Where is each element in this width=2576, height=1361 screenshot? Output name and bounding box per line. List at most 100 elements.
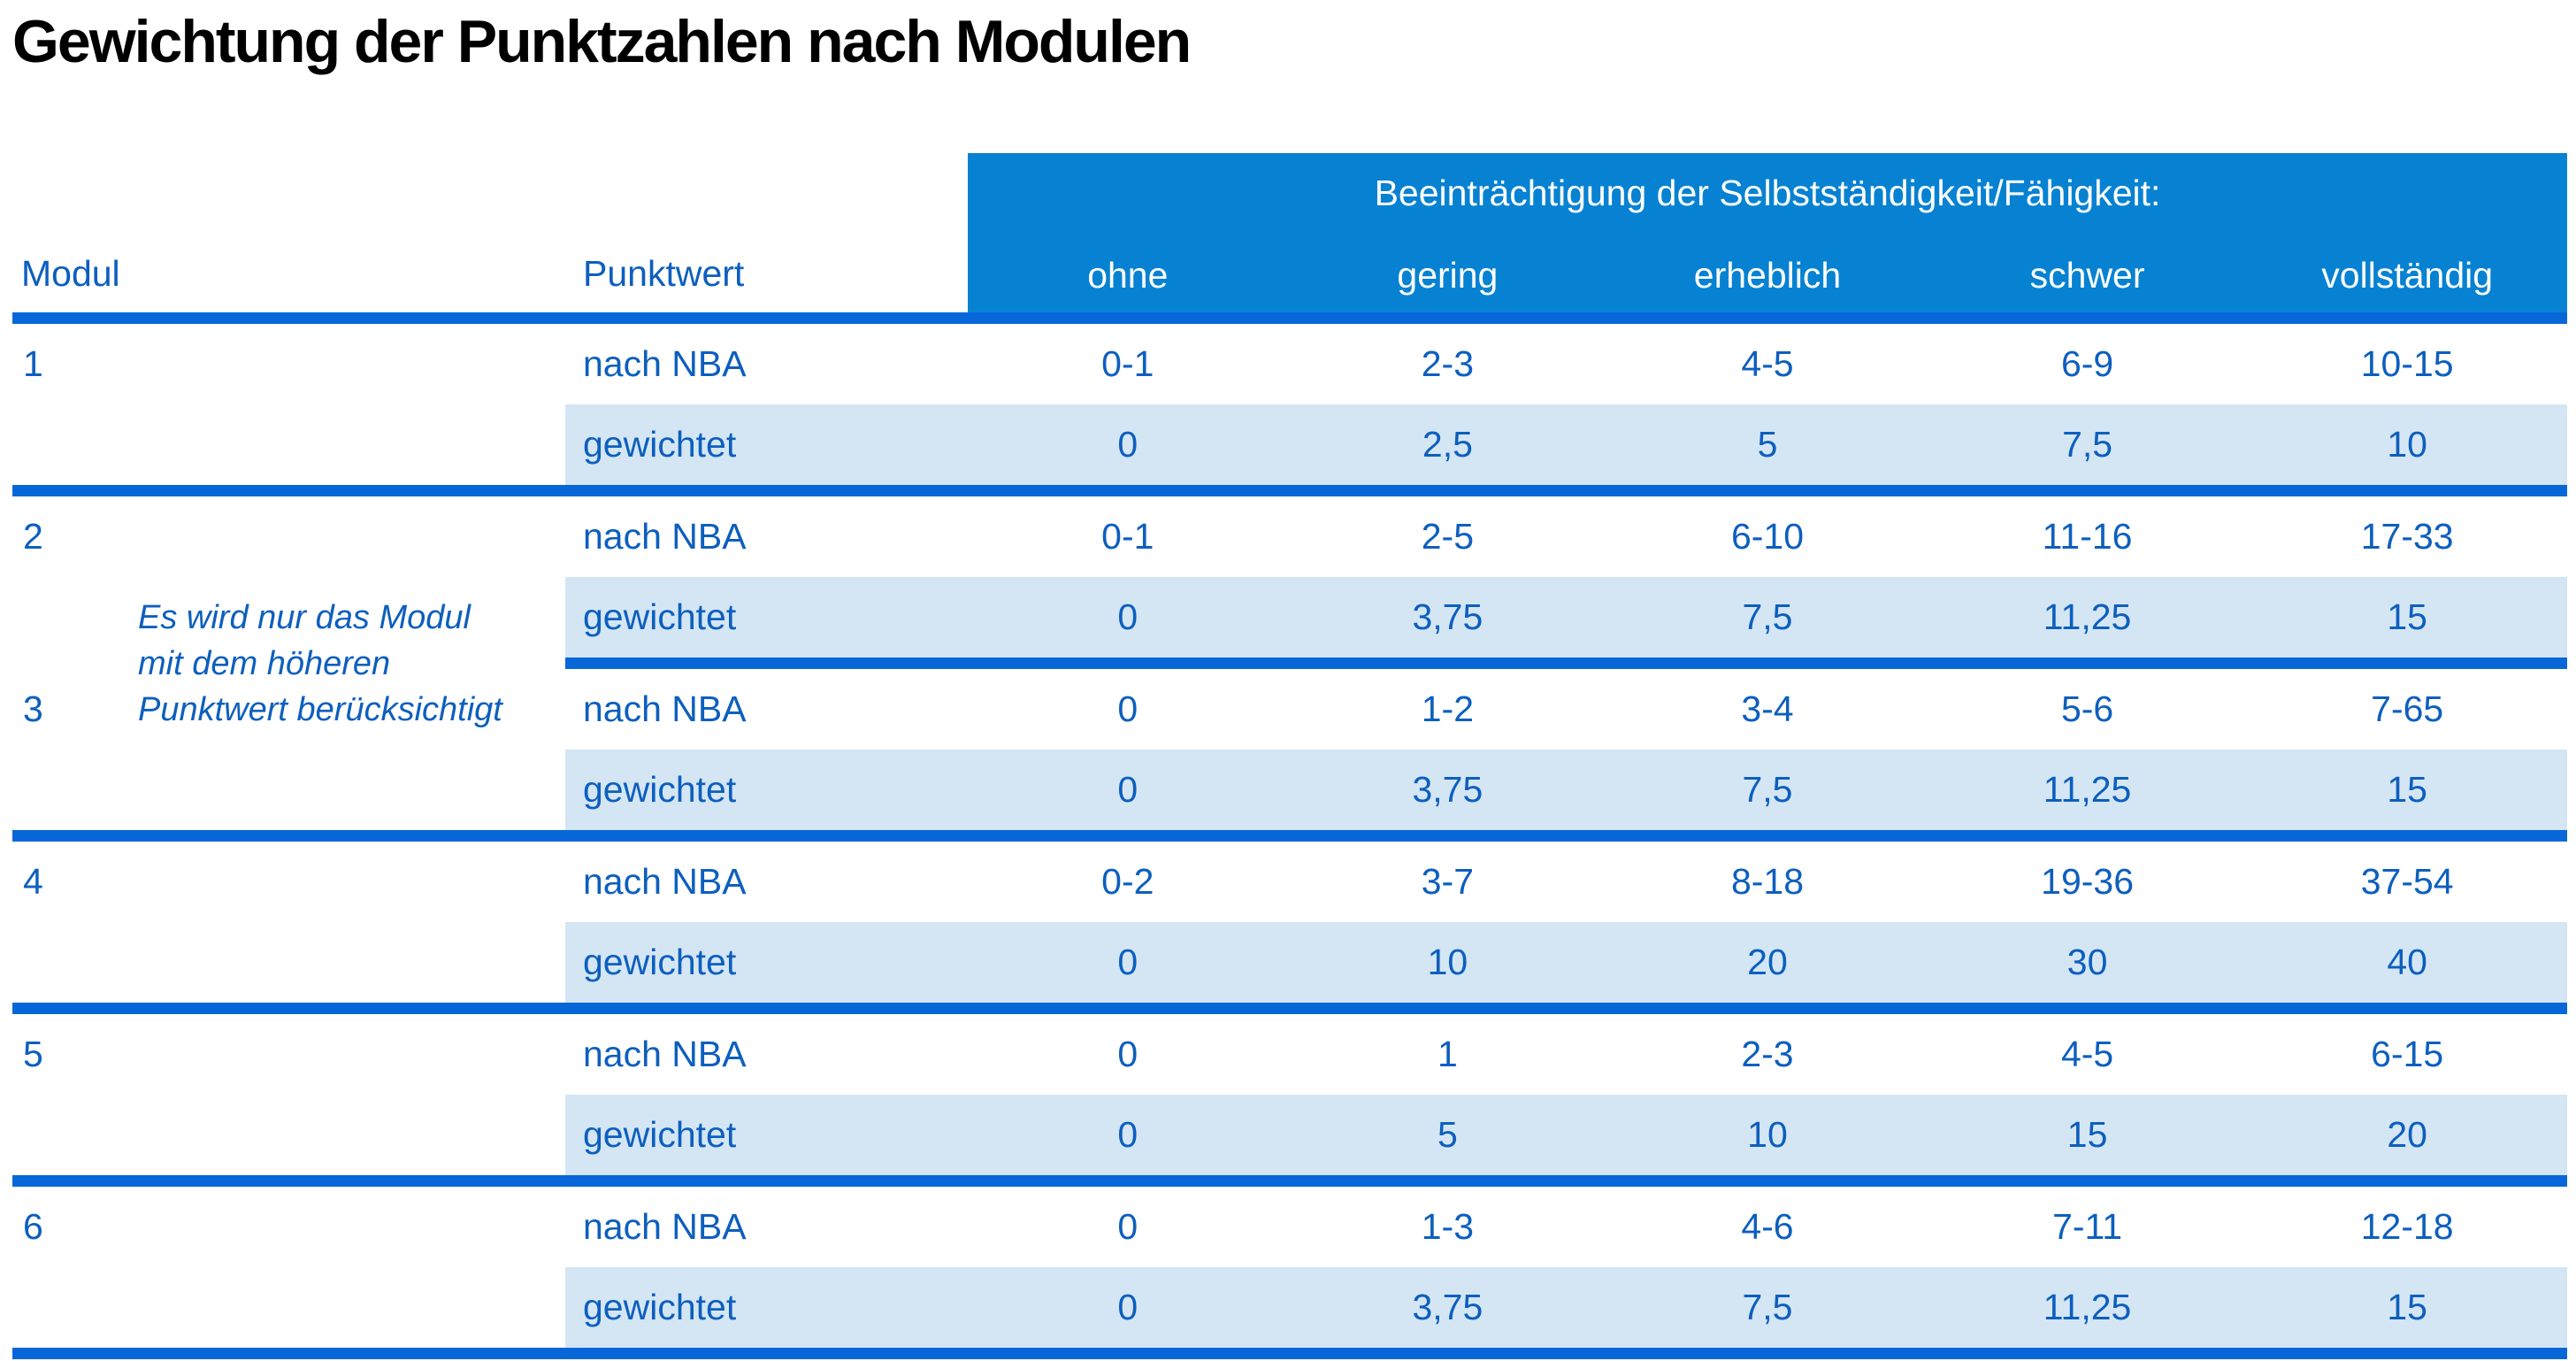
value-cell: 5-6: [2060, 688, 2114, 729]
value-cell: 15: [2247, 577, 2567, 657]
row-label-cell: gewichtet: [565, 1267, 968, 1348]
value-cell: 0: [968, 922, 1288, 1003]
severity-level-ohne: ohne: [1087, 255, 1169, 296]
value-cell: 0: [1117, 1034, 1138, 1074]
value-cell: 7,5: [1607, 577, 1928, 657]
value-cell: 5: [1287, 1095, 1608, 1175]
table-row-module2-nba: 2 nach NBA 0-1 2-5 6-10 11-16 17-33: [12, 496, 2567, 577]
value-cell: 20: [2247, 1095, 2567, 1175]
value-cell: 4-5: [2060, 1034, 2114, 1074]
table-row-module5-weighted: gewichtet 0 5 10 15 20: [12, 1095, 2567, 1175]
table-row-module3-nba: 3 nach NBA 0 1-2 3-4 5-6 7-65: [12, 669, 2567, 750]
value-cell: 40: [2247, 922, 2567, 1003]
value-cell: 0: [968, 577, 1288, 657]
row-label-cell: nach NBA: [583, 688, 747, 729]
table-row-module5-nba: 5 nach NBA 0 1 2-3 4-5 6-15: [12, 1014, 2567, 1095]
value-cell: 7-65: [2371, 688, 2444, 729]
row-label-cell: nach NBA: [583, 343, 747, 384]
value-cell: 6-10: [1730, 516, 1805, 557]
module-number-cell: [12, 1095, 565, 1175]
group-divider-partial: [565, 657, 2567, 669]
module-number-cell: [12, 1267, 565, 1348]
value-cell: 3,75: [1287, 577, 1608, 657]
value-cell: 10-15: [2360, 343, 2454, 384]
value-cell: 10: [1287, 922, 1608, 1003]
value-cell: 3-7: [1421, 861, 1475, 902]
header-underline: [12, 312, 2567, 324]
group-divider: [12, 1175, 2567, 1187]
table-row-module4-nba: 4 nach NBA 0-2 3-7 8-18 19-36 37-54: [12, 842, 2567, 922]
value-cell: 0: [968, 750, 1288, 830]
value-cell: 1-2: [1421, 688, 1475, 729]
value-cell: 2-3: [1741, 1034, 1794, 1074]
value-cell: 2-5: [1421, 516, 1475, 557]
row-label-cell: nach NBA: [583, 516, 747, 557]
value-cell: 7,5: [1607, 1267, 1928, 1348]
value-cell: 20: [1607, 922, 1928, 1003]
row-label-cell: gewichtet: [565, 922, 968, 1003]
value-cell: 12-18: [2360, 1206, 2454, 1247]
table-row-module4-weighted: gewichtet 0 10 20 30 40: [12, 922, 2567, 1003]
value-cell: 7,5: [1607, 750, 1928, 830]
table-row-module2-weighted: gewichtet 0 3,75 7,5 11,25 15: [12, 577, 2567, 657]
value-cell: 0: [1117, 1206, 1138, 1247]
module-number-cell: 3: [23, 688, 43, 729]
value-cell: 3,75: [1287, 750, 1608, 830]
value-cell: 5: [1607, 404, 1928, 485]
module-note-line: Es wird nur das Modul: [138, 599, 471, 636]
value-cell: 0: [968, 1095, 1288, 1175]
module-number-cell: 6: [23, 1206, 43, 1247]
value-cell: 37-54: [2360, 861, 2454, 902]
value-cell: 0-2: [1101, 861, 1154, 902]
group-divider: [12, 485, 2567, 496]
row-label-cell: gewichtet: [565, 1095, 968, 1175]
severity-level-erheblich: erheblich: [1693, 255, 1842, 296]
value-cell: 11-16: [2042, 516, 2133, 557]
group-divider: [12, 1003, 2567, 1014]
impairment-header-banner: Beeinträchtigung der Selbstständigkeit/F…: [968, 153, 2567, 312]
module-number-cell: 4: [23, 861, 43, 902]
table-row-module6-nba: 6 nach NBA 0 1-3 4-6 7-11 12-18: [12, 1187, 2567, 1267]
row-label-cell: gewichtet: [565, 750, 968, 830]
severity-level-gering: gering: [1397, 255, 1499, 296]
value-cell: 4-5: [1741, 343, 1794, 384]
weighting-table: 1 nach NBA 0-1 2-3 4-5 6-9 10-15 gewicht…: [12, 324, 2567, 1359]
row-label-cell: gewichtet: [565, 404, 968, 485]
value-cell: 30: [1927, 922, 2248, 1003]
banner-title: Beeinträchtigung der Selbstständigkeit/F…: [1374, 173, 2161, 213]
module-number-cell: 5: [23, 1034, 43, 1074]
row-label-cell: nach NBA: [583, 1034, 747, 1074]
table-row-module6-weighted: gewichtet 0 3,75 7,5 11,25 15: [12, 1267, 2567, 1348]
value-cell: 7-11: [2052, 1206, 2123, 1247]
value-cell: 0-1: [1101, 343, 1154, 384]
row-label-cell: nach NBA: [583, 1206, 747, 1247]
value-cell: 2,5: [1287, 404, 1608, 485]
value-cell: 0-1: [1101, 516, 1154, 557]
severity-level-vollstaendig: vollständig: [2321, 255, 2494, 296]
table-row-module3-weighted: gewichtet 0 3,75 7,5 11,25 15: [12, 750, 2567, 830]
value-cell: 11,25: [1927, 1267, 2248, 1348]
value-cell: 17-33: [2360, 516, 2454, 557]
module-note-line: mit dem höheren: [138, 645, 391, 682]
row-label-cell: nach NBA: [583, 861, 747, 902]
value-cell: 0: [1117, 688, 1138, 729]
value-cell: 7,5: [1927, 404, 2248, 485]
module-number-cell: [12, 750, 565, 830]
module-number-cell: 1: [23, 343, 43, 384]
row-label-cell: gewichtet: [565, 577, 968, 657]
value-cell: 1-3: [1421, 1206, 1475, 1247]
table-bottom-divider: [12, 1348, 2567, 1359]
value-cell: 15: [2247, 1267, 2567, 1348]
module-number-cell: 2: [23, 516, 43, 557]
value-cell: 3-4: [1741, 688, 1794, 729]
severity-level-schwer: schwer: [2029, 255, 2145, 296]
value-cell: 4-6: [1741, 1206, 1794, 1247]
module-number-cell: [12, 922, 565, 1003]
module-number-cell: [12, 404, 565, 485]
value-cell: 1: [1437, 1034, 1458, 1074]
group-divider: [12, 830, 2567, 842]
value-cell: 0: [968, 1267, 1288, 1348]
value-cell: 2-3: [1421, 343, 1475, 384]
value-cell: 6-15: [2371, 1034, 2444, 1074]
